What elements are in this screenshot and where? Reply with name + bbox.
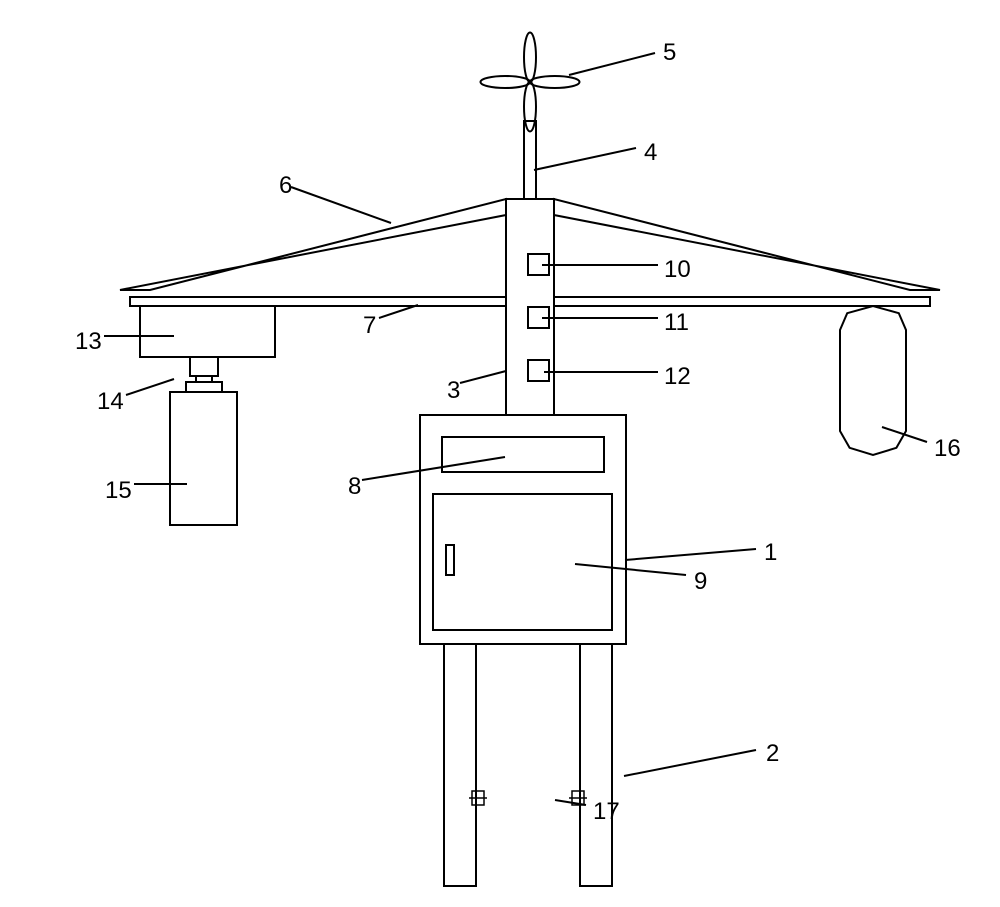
label-L10: 10 [664,258,691,282]
door-handle [446,545,454,575]
turbine-blade [524,82,536,132]
connector-14a [190,357,218,376]
label-L14: 14 [97,390,124,414]
technical-diagram [0,0,1000,907]
cylinder-15 [170,392,237,525]
roof-right [554,199,940,290]
turbine-blade [524,33,536,83]
connector-14c [186,382,222,392]
label-L1: 1 [764,541,777,565]
leg-left [444,644,476,886]
label-L5: 5 [663,41,676,65]
door [433,494,612,630]
label-L12: 12 [664,365,691,389]
arm-left [130,297,506,306]
label-L15: 15 [105,479,132,503]
arm-right [554,297,930,306]
mast [524,121,536,199]
leader-L14 [126,379,174,395]
label-L13: 13 [75,330,102,354]
turbine-blade [481,76,531,88]
leader-L9 [575,564,686,575]
turbine-blade [530,76,580,88]
main-box [420,415,626,644]
label-L7: 7 [363,314,376,338]
label-L9: 9 [694,570,707,594]
label-L17: 17 [593,800,620,824]
label-L6: 6 [279,174,292,198]
left-box [140,306,275,357]
leader-L17 [555,800,586,805]
leg-right [580,644,612,886]
sensor-12 [528,360,549,381]
label-L16: 16 [934,437,961,461]
leader-L4 [534,148,636,170]
leader-L2 [624,750,756,776]
leader-L16 [882,427,927,442]
label-L11: 11 [664,311,689,335]
leader-L1 [625,549,756,560]
label-L2: 2 [766,742,779,766]
label-L4: 4 [644,141,657,165]
leader-L3 [460,371,506,383]
roof-left [120,199,506,290]
label-L3: 3 [447,379,460,403]
label-L8: 8 [348,475,361,499]
display [442,437,604,472]
leader-L8 [362,457,505,480]
leader-L6 [291,187,391,223]
leader-L5 [569,53,655,75]
